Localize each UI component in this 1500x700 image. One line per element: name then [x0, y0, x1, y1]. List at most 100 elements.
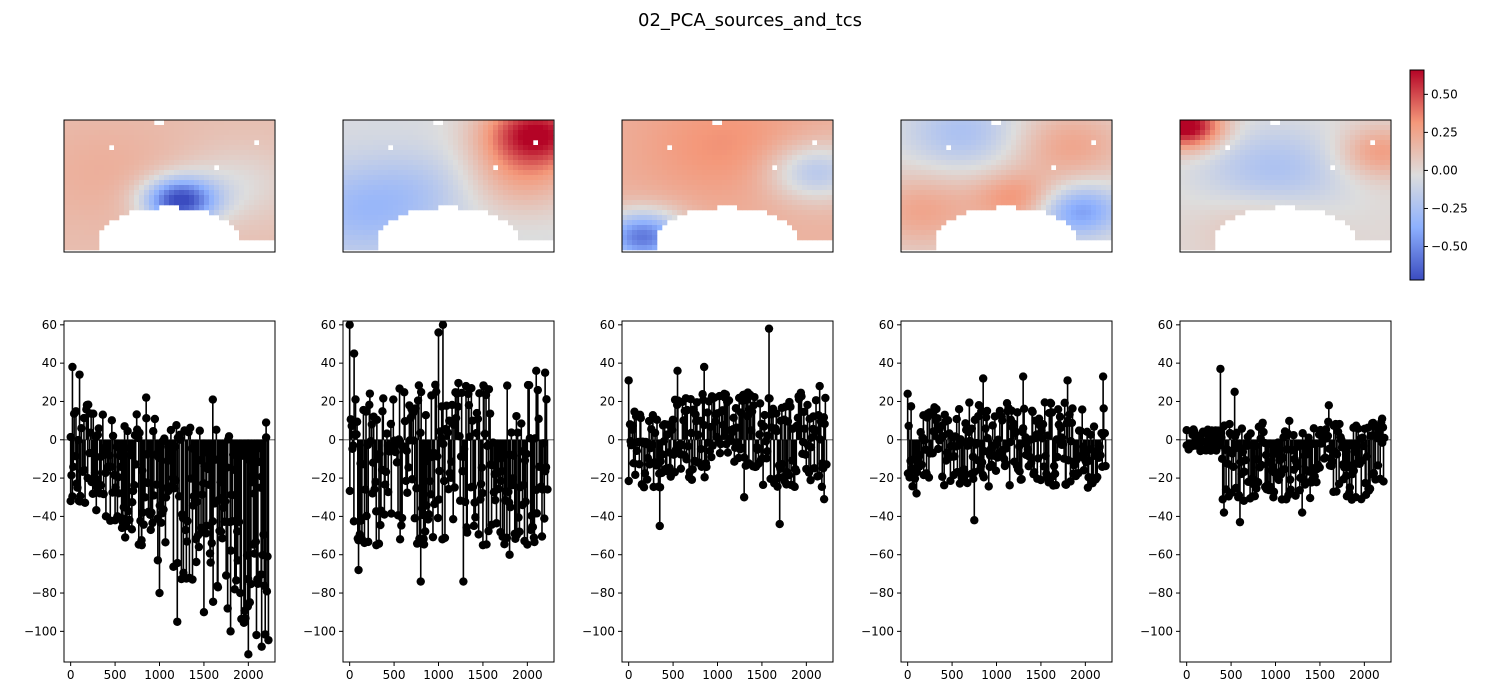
map-pixel [1036, 140, 1042, 146]
map-pixel [622, 220, 628, 226]
map-pixel [687, 145, 693, 151]
map-pixel [254, 220, 260, 226]
map-pixel [413, 135, 419, 141]
map-pixel [792, 120, 798, 126]
map-pixel [662, 195, 668, 201]
map-pixel [722, 165, 728, 171]
map-pixel [1195, 240, 1201, 246]
map-pixel [79, 120, 85, 126]
map-pixel [762, 205, 768, 211]
map-pixel [1295, 140, 1301, 146]
map-pixel [1220, 215, 1226, 221]
map-pixel [712, 135, 718, 141]
map-pixel [134, 170, 140, 176]
map-pixel [1275, 145, 1281, 151]
map-pixel [652, 160, 658, 166]
map-pixel [627, 120, 633, 126]
map-pixel [961, 125, 967, 131]
map-pixel [647, 215, 653, 221]
map-pixel [1310, 160, 1316, 166]
map-pixel [682, 200, 688, 206]
map-pixel [1195, 210, 1201, 216]
map-pixel [817, 175, 823, 181]
map-pixel [493, 150, 499, 156]
stem-marker [161, 493, 171, 502]
map-pixel [548, 125, 554, 131]
map-pixel [792, 170, 798, 176]
stem-marker [93, 483, 102, 492]
stem-marker [204, 449, 213, 459]
map-pixel [179, 180, 185, 186]
map-pixel [1265, 165, 1271, 171]
map-pixel [448, 160, 454, 166]
map-pixel [363, 190, 369, 196]
map-pixel [269, 220, 275, 226]
map-pixel [1101, 145, 1107, 151]
map-pixel [99, 210, 105, 216]
map-pixel [498, 150, 504, 156]
map-pixel [1220, 135, 1226, 141]
map-pixel [1255, 170, 1261, 176]
map-pixel [717, 150, 723, 156]
map-pixel [473, 150, 479, 156]
map-pixel [827, 205, 833, 211]
map-pixel [368, 150, 374, 156]
map-pixel [1076, 150, 1082, 156]
map-pixel [79, 170, 85, 176]
map-pixel [1230, 150, 1236, 156]
map-pixel [1190, 120, 1196, 126]
map-pixel [916, 225, 922, 231]
map-pixel [1375, 215, 1381, 221]
map-pixel [637, 150, 643, 156]
map-pixel [712, 175, 718, 181]
map-pixel [1016, 170, 1022, 176]
map-pixel [179, 185, 185, 191]
map-pixel [1101, 135, 1107, 141]
map-pixel [129, 120, 135, 126]
map-pixel [757, 185, 763, 191]
map-pixel [503, 130, 509, 136]
map-pixel [229, 205, 235, 211]
map-pixel [348, 225, 354, 231]
stem-marker [246, 579, 256, 589]
map-pixel [398, 180, 404, 186]
map-pixel [64, 150, 70, 156]
map-pixel [89, 165, 95, 171]
map-pixel [174, 190, 180, 196]
map-pixel [812, 210, 818, 216]
map-pixel [1066, 170, 1072, 176]
map-pixel [901, 195, 907, 201]
map-pixel [1215, 185, 1221, 191]
map-pixel [1001, 140, 1007, 146]
map-pixel [69, 120, 75, 126]
map-pixel [1280, 140, 1286, 146]
map-pixel [1061, 185, 1067, 191]
map-pixel [1101, 195, 1107, 201]
map-pixel [209, 120, 215, 126]
map-pixel [1101, 180, 1107, 186]
map-pixel [1016, 130, 1022, 136]
map-pixel [74, 150, 80, 156]
map-pixel [1380, 200, 1386, 206]
map-pixel [1051, 180, 1057, 186]
map-pixel [657, 135, 663, 141]
map-pixel [966, 120, 972, 126]
stem-marker [137, 540, 146, 550]
map-pixel [1355, 135, 1361, 141]
map-pixel [264, 165, 270, 171]
map-pixel [971, 125, 977, 131]
map-pixel [732, 190, 738, 196]
map-pixel [538, 220, 544, 226]
map-pixel [224, 135, 230, 141]
map-pixel [348, 200, 354, 206]
map-pixel [777, 210, 783, 216]
map-pixel [1230, 180, 1236, 186]
map-pixel [1220, 155, 1226, 161]
map-pixel [189, 130, 195, 136]
map-pixel [981, 175, 987, 181]
stem-marker [114, 489, 123, 498]
map-pixel [184, 205, 190, 211]
map-pixel [1350, 185, 1356, 191]
map-pixel [1091, 185, 1097, 191]
map-pixel [817, 120, 823, 126]
